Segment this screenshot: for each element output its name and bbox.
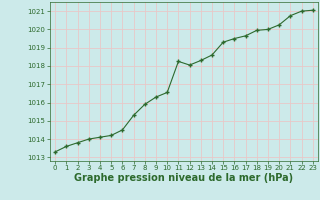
X-axis label: Graphe pression niveau de la mer (hPa): Graphe pression niveau de la mer (hPa) [75, 173, 293, 183]
